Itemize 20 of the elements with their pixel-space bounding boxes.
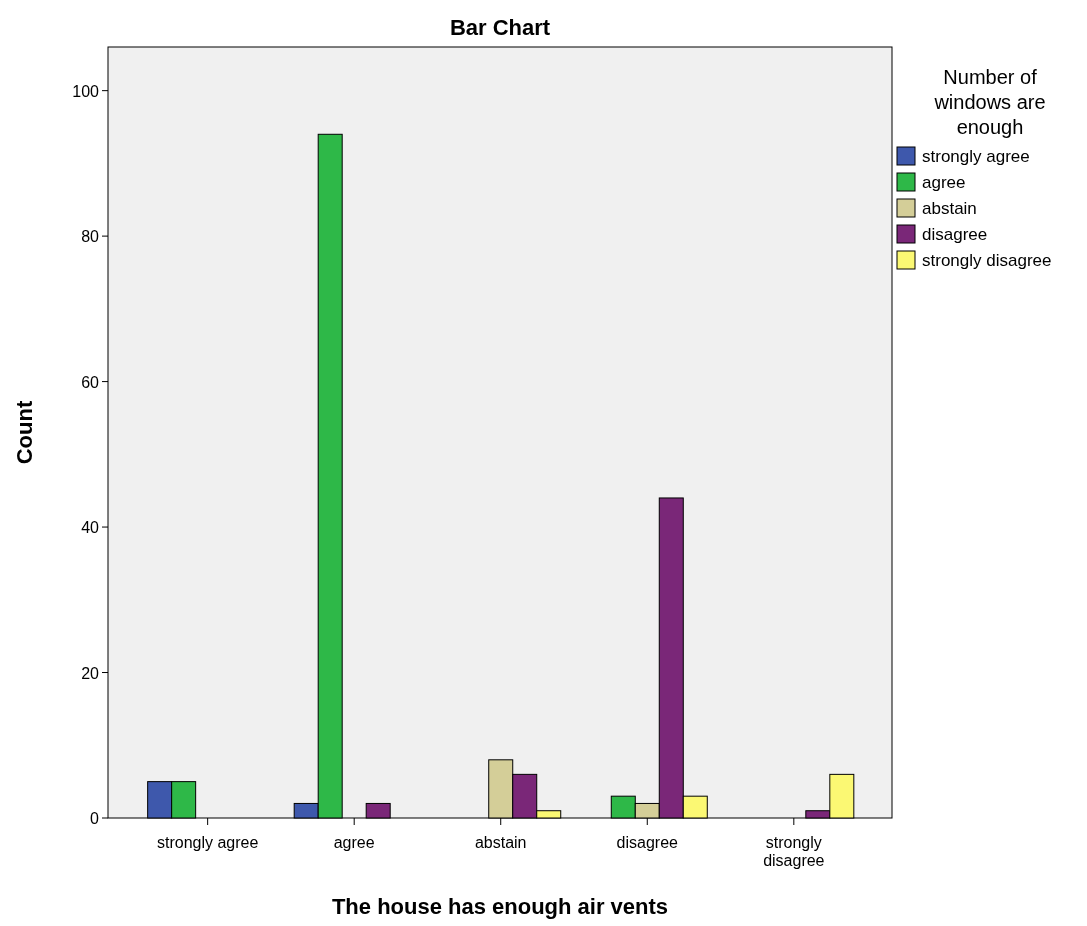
y-tick-label: 60 xyxy=(81,373,100,391)
legend-label: abstain xyxy=(922,199,977,218)
chart-title: Bar Chart xyxy=(449,15,551,40)
y-tick-label: 40 xyxy=(81,519,100,537)
legend-label: strongly disagree xyxy=(922,251,1052,270)
y-tick-label: 20 xyxy=(81,664,100,682)
x-tick-label: strongly agree xyxy=(156,834,259,851)
x-tick-label: abstain xyxy=(474,834,527,851)
y-tick-label: 0 xyxy=(90,810,100,827)
legend-title: Number of windows are enough xyxy=(933,66,1046,138)
x-axis-title: The house has enough air vents xyxy=(331,894,669,919)
x-tick-label: strongly disagree xyxy=(763,834,825,869)
x-tick-label: agree xyxy=(333,834,375,851)
legend-label: strongly agree xyxy=(922,147,1030,166)
legend-label: agree xyxy=(922,173,966,192)
y-axis-title: Count xyxy=(12,400,37,465)
x-tick-label: disagree xyxy=(616,834,679,851)
y-tick-label: 100 xyxy=(72,82,100,100)
y-tick-label: 80 xyxy=(81,228,100,246)
legend-label: disagree xyxy=(922,225,988,244)
